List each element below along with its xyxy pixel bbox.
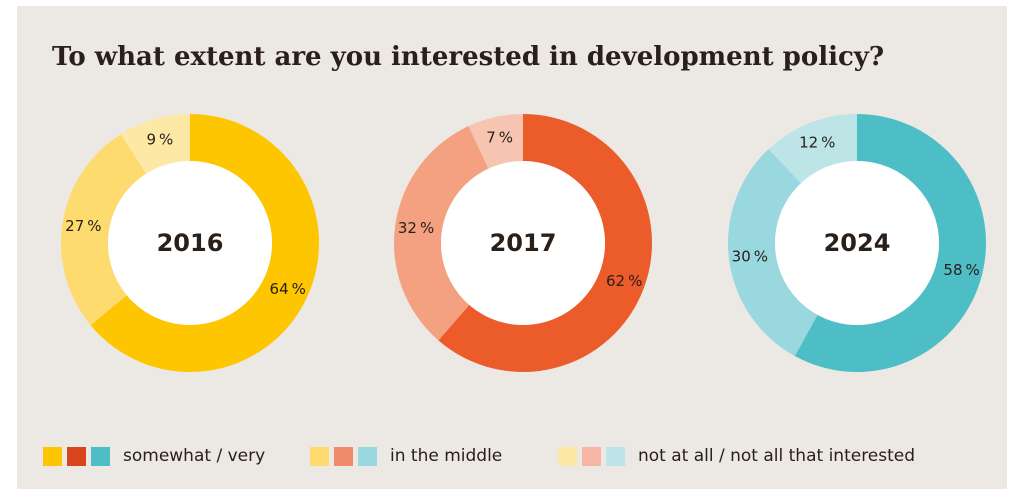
legend-label: not at all / not all that interested — [638, 446, 916, 466]
legend-swatch — [334, 446, 353, 466]
slice-label: 30 % — [732, 248, 768, 266]
donut-slice — [768, 114, 857, 184]
donut-slice — [727, 148, 818, 357]
legend-swatch — [310, 446, 329, 466]
donut-slice — [61, 134, 147, 326]
series-year-label: 2016 — [157, 229, 224, 257]
legend-item: in the middle — [310, 446, 502, 466]
slice-label: 32 % — [398, 219, 434, 237]
donut-2016: 64 % 27 % 9 % 2016 — [61, 114, 319, 372]
legend-item: somewhat / very — [43, 446, 265, 466]
donut-2017: 62 % 32 % 7 % 2017 — [394, 114, 652, 372]
donut-hole — [108, 161, 272, 325]
donut-slice — [794, 114, 986, 372]
slice-label: 27 % — [65, 217, 101, 235]
donut-hole — [775, 161, 939, 325]
chart-title: To what extent are you interested in dev… — [52, 42, 885, 72]
series-year-label: 2017 — [490, 229, 557, 257]
slice-label: 64 % — [270, 280, 306, 298]
legend-swatch — [358, 446, 377, 466]
legend-label: somewhat / very — [123, 446, 266, 466]
legend-swatch — [91, 446, 110, 466]
donut-slice — [438, 114, 652, 372]
legend-swatch — [606, 446, 625, 466]
donut-hole — [441, 161, 605, 325]
legend-swatch — [582, 446, 601, 466]
donut-slice — [394, 126, 489, 341]
slice-label: 62 % — [606, 272, 642, 290]
donut-slice — [120, 114, 190, 174]
legend-swatch — [67, 446, 86, 466]
legend-swatch — [43, 446, 62, 466]
donut-slice — [468, 114, 523, 169]
slice-label: 58 % — [943, 261, 979, 279]
legend-swatch — [558, 446, 577, 466]
slice-label: 9 % — [146, 130, 173, 148]
slice-label: 12 % — [799, 134, 835, 152]
slice-label: 7 % — [486, 129, 513, 147]
donut-slice — [90, 114, 319, 372]
donut-2024: 58 % 30 % 12 % 2024 — [727, 114, 986, 372]
legend-item: not at all / not all that interested — [558, 446, 915, 466]
legend-label: in the middle — [390, 446, 503, 466]
series-year-label: 2024 — [824, 229, 891, 257]
